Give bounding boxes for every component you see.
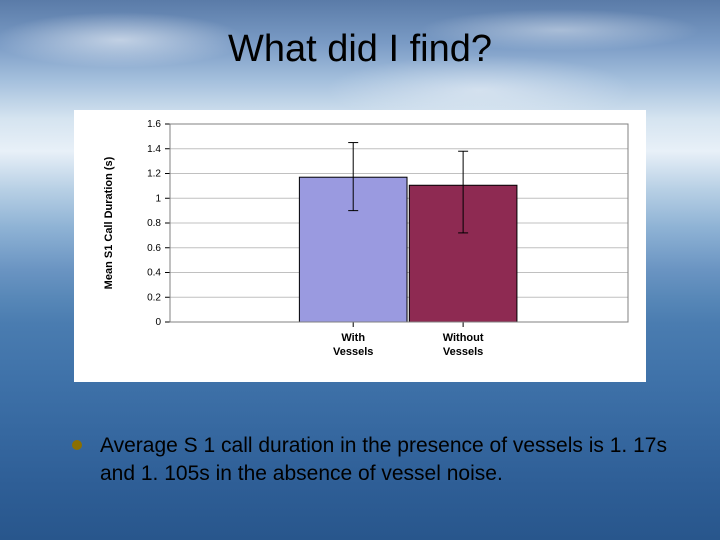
svg-text:1.4: 1.4 [147, 144, 161, 155]
svg-text:1.6: 1.6 [147, 119, 161, 130]
svg-text:0.8: 0.8 [147, 218, 161, 229]
bar-chart: 0 0.2 0.4 0.6 0.8 1 1.2 1.4 1.6 Mean S1 Call Dura… [74, 110, 646, 382]
svg-text:0.4: 0.4 [147, 268, 161, 279]
svg-text:1: 1 [155, 193, 161, 204]
bullet-item: Average S 1 call duration in the presenc… [72, 432, 680, 489]
svg-text:0.2: 0.2 [147, 292, 161, 303]
svg-text:Vessels: Vessels [443, 346, 483, 358]
svg-text:Vessels: Vessels [333, 346, 373, 358]
svg-text:Mean S1 Call Duration (s): Mean S1 Call Duration (s) [103, 156, 115, 289]
slide-title: What did I find? [0, 28, 720, 71]
svg-text:0: 0 [155, 317, 161, 328]
svg-text:With: With [341, 332, 365, 344]
svg-text:0.6: 0.6 [147, 243, 161, 254]
bullet-dot-icon [72, 440, 82, 450]
svg-text:Without: Without [443, 332, 484, 344]
slide: What did I find? 0 0.2 0.4 0.6 0.8 1 1.2 1.4 1.6… [0, 0, 720, 540]
chart-container: 0 0.2 0.4 0.6 0.8 1 1.2 1.4 1.6 Mean S1 Call Dura… [74, 110, 646, 382]
bullet-text: Average S 1 call duration in the presenc… [100, 432, 680, 489]
svg-text:1.2: 1.2 [147, 169, 161, 180]
